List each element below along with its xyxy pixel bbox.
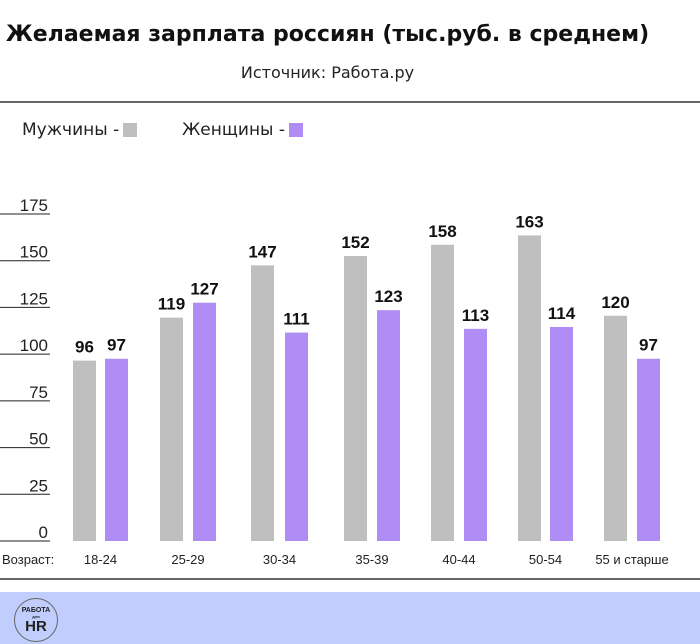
x-tick-label: 35-39 — [355, 552, 388, 567]
legend-women-swatch — [289, 123, 304, 137]
bar-women — [637, 358, 660, 541]
chart-title: Желаемая зарплата россиян (тыс.руб. в ср… — [5, 22, 650, 47]
x-tick-label: 18-24 — [84, 552, 117, 567]
data-label: 158 — [428, 222, 456, 241]
bar-men — [344, 255, 367, 541]
x-tick-label: 25-29 — [171, 552, 204, 567]
bar-women — [377, 310, 400, 541]
data-label: 113 — [462, 306, 489, 325]
legend-men-swatch — [123, 123, 138, 137]
legend-women-label: Женщины - — [182, 120, 286, 140]
bar-women — [550, 326, 573, 541]
bar-women — [285, 332, 308, 541]
data-label: 96 — [75, 338, 94, 357]
data-label: 147 — [248, 242, 276, 261]
legend-women: Женщины - — [182, 120, 304, 140]
data-label: 127 — [190, 280, 218, 299]
divider-top — [0, 101, 700, 103]
data-label: 120 — [601, 293, 629, 312]
bar-men — [431, 244, 454, 541]
footer: РАБОТА для HR — [0, 592, 700, 644]
bar-chart: 0 25 50 75 100 125 150 175 Возраст: 18-24 96 97 25-2… — [0, 196, 669, 567]
bar-men — [73, 360, 96, 541]
x-tick-label: 40-44 — [442, 552, 475, 567]
legend-men: Мужчины - — [22, 120, 138, 140]
data-label: 119 — [158, 295, 185, 314]
y-tick-label: 0 — [39, 523, 48, 542]
y-tick-label: 50 — [29, 430, 48, 449]
logo: РАБОТА для HR — [14, 598, 58, 642]
x-tick-label: 30-34 — [263, 552, 296, 567]
bar-men — [518, 235, 541, 541]
bar-men — [160, 317, 183, 541]
chart-subtitle: Источник: Работа.ру — [240, 63, 415, 82]
x-tick-label: 55 и старше — [595, 552, 668, 567]
divider-bottom — [0, 578, 700, 580]
y-tick-label: 150 — [20, 243, 48, 262]
data-label: 97 — [639, 336, 658, 355]
legend-men-label: Мужчины - — [22, 120, 120, 140]
bar-women — [464, 328, 487, 541]
data-label: 152 — [341, 233, 369, 252]
y-tick-label: 175 — [20, 196, 48, 215]
bar-men — [251, 265, 274, 541]
data-label: 123 — [374, 287, 402, 306]
x-axis-label: Возраст: — [2, 552, 54, 567]
bar-men — [604, 315, 627, 541]
bar-women — [105, 358, 128, 541]
data-label: 111 — [283, 310, 310, 329]
y-tick-label: 125 — [20, 289, 48, 308]
data-label: 163 — [515, 212, 543, 231]
data-label: 114 — [548, 304, 576, 323]
y-tick-label: 100 — [20, 336, 48, 355]
data-label: 97 — [107, 336, 126, 355]
y-tick-label: 75 — [29, 383, 48, 402]
y-tick-label: 25 — [29, 476, 48, 495]
x-tick-label: 50-54 — [529, 552, 562, 567]
bar-women — [193, 302, 216, 541]
